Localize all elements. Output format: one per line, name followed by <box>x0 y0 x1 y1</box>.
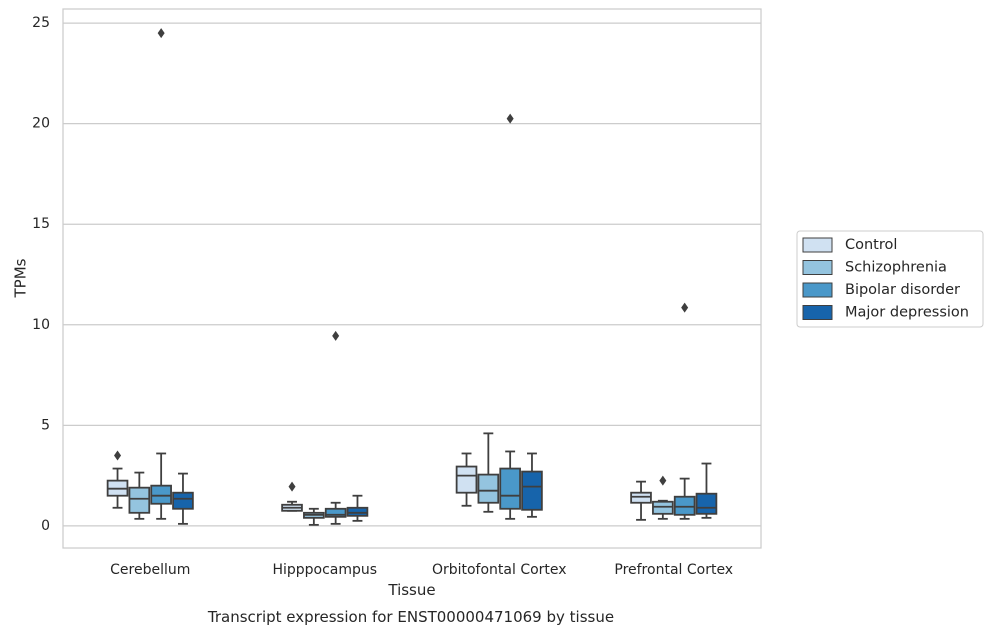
box-control <box>455 452 478 507</box>
box-control <box>630 480 652 521</box>
gridlines <box>63 22 761 527</box>
legend-label: Major depression <box>845 305 969 321</box>
iqr-box <box>695 492 718 515</box>
box-schizophrenia <box>477 432 500 513</box>
legend-label: Bipolar disorder <box>845 282 960 298</box>
legend-swatch <box>802 237 833 253</box>
iqr-box <box>172 491 194 510</box>
box-major-depression <box>346 494 369 522</box>
legend-swatch <box>802 260 833 275</box>
iqr-box <box>630 491 652 504</box>
box-major-depression <box>521 452 543 518</box>
x-axis-label: Tissue <box>387 581 435 599</box>
iqr-box <box>499 467 521 510</box>
outlier-point <box>288 481 296 492</box>
box-control <box>106 450 129 509</box>
y-tick-label: 0 <box>41 518 50 534</box>
x-tick-label: Orbitofontal Cortex <box>432 562 567 578</box>
x-tick-label: Prefrontal Cortex <box>614 562 733 578</box>
y-tick-label: 5 <box>41 417 50 433</box>
box-major-depression <box>172 472 194 525</box>
y-tick-label: 10 <box>32 317 50 333</box>
legend-label: Schizophrenia <box>845 260 947 276</box>
iqr-box <box>477 473 500 504</box>
iqr-box <box>324 507 347 518</box>
plot-frame <box>62 8 762 549</box>
outlier-point <box>681 302 689 313</box>
box-schizophrenia <box>652 475 674 520</box>
iqr-box <box>346 506 369 517</box>
box-control <box>281 481 303 512</box>
iqr-box <box>150 484 172 505</box>
box-bipolar-disorder <box>499 113 521 520</box>
outlier-point <box>157 28 165 39</box>
y-tick-label: 20 <box>32 116 50 132</box>
box-major-depression <box>695 462 718 519</box>
iqr-box <box>521 470 543 511</box>
iqr-box <box>652 500 674 515</box>
outlier-point <box>114 450 122 461</box>
y-tick-labels: 0 5 10 15 20 25 <box>32 15 50 534</box>
x-tick-label: Hipppocampus <box>272 562 377 578</box>
x-tick-label: Cerebellum <box>110 562 190 578</box>
legend-label: Control <box>845 237 897 253</box>
legend-frame <box>796 230 984 328</box>
legend-swatch <box>802 305 833 320</box>
chart-caption: Transcript expression for ENST0000047106… <box>207 608 614 626</box>
legend-swatch <box>802 282 833 298</box>
iqr-box <box>673 495 696 516</box>
y-axis-label: TPMs <box>12 258 30 298</box>
iqr-box <box>128 486 151 514</box>
iqr-box <box>455 465 478 494</box>
outlier-point <box>659 475 667 486</box>
box-schizophrenia <box>303 507 325 526</box>
y-tick-label: 15 <box>32 216 50 232</box>
box-bipolar-disorder <box>324 330 347 525</box>
boxes <box>106 28 718 526</box>
outlier-point <box>332 330 340 341</box>
box-bipolar-disorder <box>673 302 696 520</box>
box-bipolar-disorder <box>150 28 172 520</box>
x-tick-labels: Cerebellum Hipppocampus Orbitofontal Corte… <box>110 562 733 578</box>
y-tick-label: 25 <box>32 15 50 31</box>
legend: Control Schizophrenia Bipolar disorder Majo… <box>796 230 984 328</box>
box-schizophrenia <box>128 471 151 520</box>
outlier-point <box>506 113 514 124</box>
